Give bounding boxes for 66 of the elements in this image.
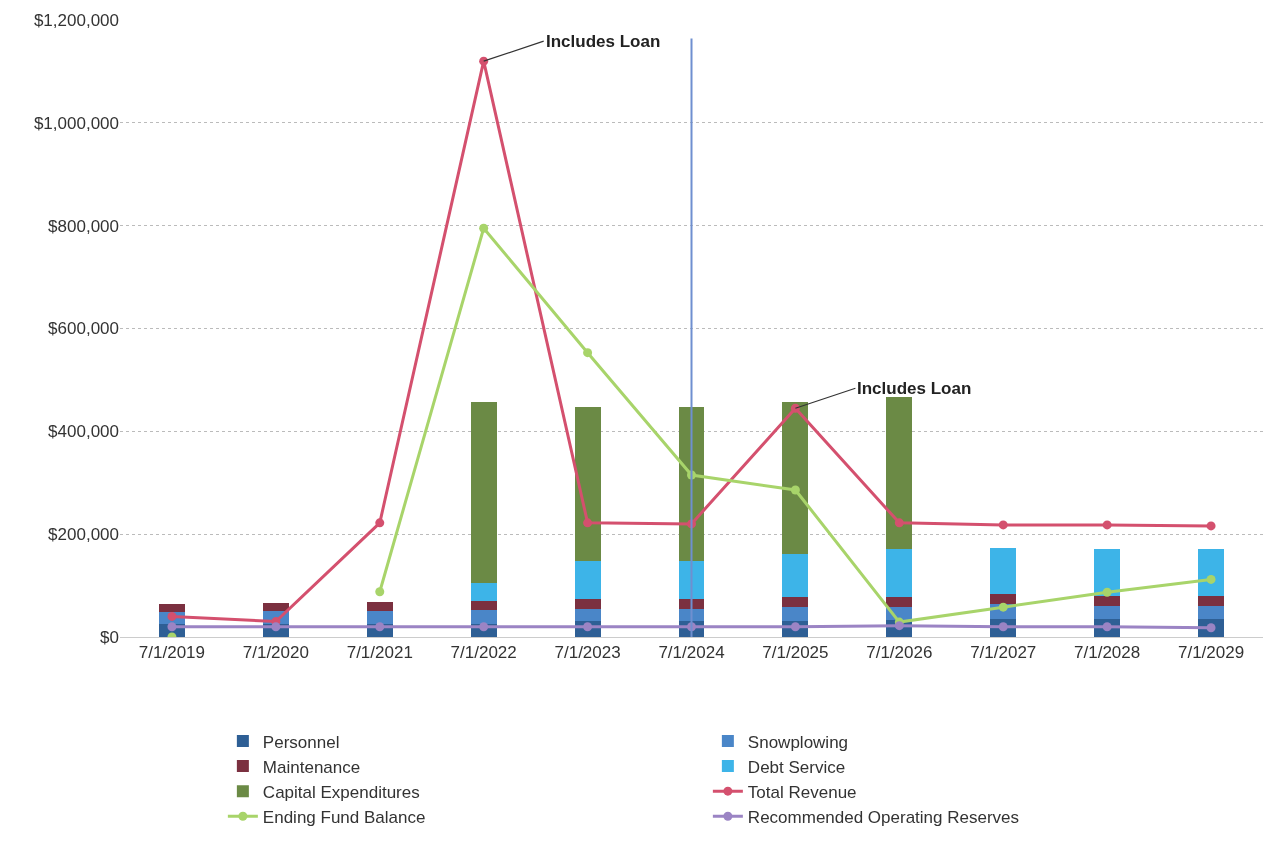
y-tick-label: $1,200,000 (33, 10, 119, 30)
bar (470, 601, 497, 611)
bar (886, 396, 913, 550)
bar (574, 608, 601, 621)
x-tick-label: 7/1/2025 (762, 643, 829, 663)
x-tick-label: 7/1/2027 (970, 643, 1037, 663)
x-tick-label: 7/1/2023 (554, 643, 621, 663)
point (1102, 587, 1112, 597)
bar (886, 596, 913, 607)
point (583, 348, 593, 358)
x-tick-label: 7/1/2022 (450, 643, 517, 663)
bar (1094, 595, 1121, 606)
bar (1094, 548, 1121, 596)
point (375, 518, 385, 528)
legend-label: Maintenance (262, 757, 361, 777)
point (1206, 521, 1216, 531)
bar (990, 548, 1017, 595)
bar (782, 597, 809, 608)
legend-label: Debt Service (747, 757, 846, 777)
point (998, 520, 1008, 530)
bar (574, 406, 601, 561)
point (1206, 574, 1216, 584)
bar (470, 402, 497, 584)
x-tick-label: 7/1/2021 (346, 643, 413, 663)
annotation: Includes Loan (857, 379, 972, 398)
x-tick-label: 7/1/2019 (138, 643, 206, 663)
bar (782, 607, 809, 621)
y-tick-label: $600,000 (48, 319, 119, 339)
bar (1094, 605, 1121, 619)
x-tick-label: 7/1/2026 (866, 643, 933, 663)
point (894, 518, 904, 528)
bar (470, 610, 497, 624)
legend-label: Capital Expenditures (262, 782, 420, 802)
y-tick-label: $200,000 (48, 525, 119, 545)
bar (782, 554, 809, 598)
x-tick-label: 7/1/2020 (242, 643, 309, 663)
x-tick-label: 7/1/2029 (1177, 643, 1245, 663)
point (375, 587, 385, 597)
y-tick-label: $800,000 (48, 216, 119, 236)
bar (782, 402, 809, 555)
bar (1198, 595, 1225, 606)
x-tick-label: 7/1/2024 (658, 643, 725, 663)
bar (1198, 548, 1225, 596)
bar (886, 549, 913, 597)
y-tick-label: $1,000,000 (33, 113, 119, 133)
y-tick-label: $400,000 (48, 422, 119, 442)
bar (366, 602, 393, 612)
bar (366, 611, 393, 624)
bar (990, 594, 1017, 605)
legend-label: Recommended Operating Reserves (747, 807, 1020, 827)
point (479, 223, 489, 233)
legend-label: Total Revenue (747, 782, 857, 802)
bar (158, 604, 185, 613)
x-tick-label: 7/1/2028 (1074, 643, 1141, 663)
point (583, 518, 593, 528)
legend-label: Ending Fund Balance (262, 807, 426, 827)
point (790, 485, 800, 495)
y-tick-label: $0 (100, 627, 119, 647)
bar (1198, 605, 1225, 619)
legend-label: Personnel (262, 732, 340, 752)
legend-label: Snowplowing (747, 732, 849, 752)
bar (470, 583, 497, 602)
bar (574, 598, 601, 609)
annotation: Includes Loan (546, 32, 661, 51)
bar (574, 560, 601, 599)
point (1102, 520, 1112, 530)
